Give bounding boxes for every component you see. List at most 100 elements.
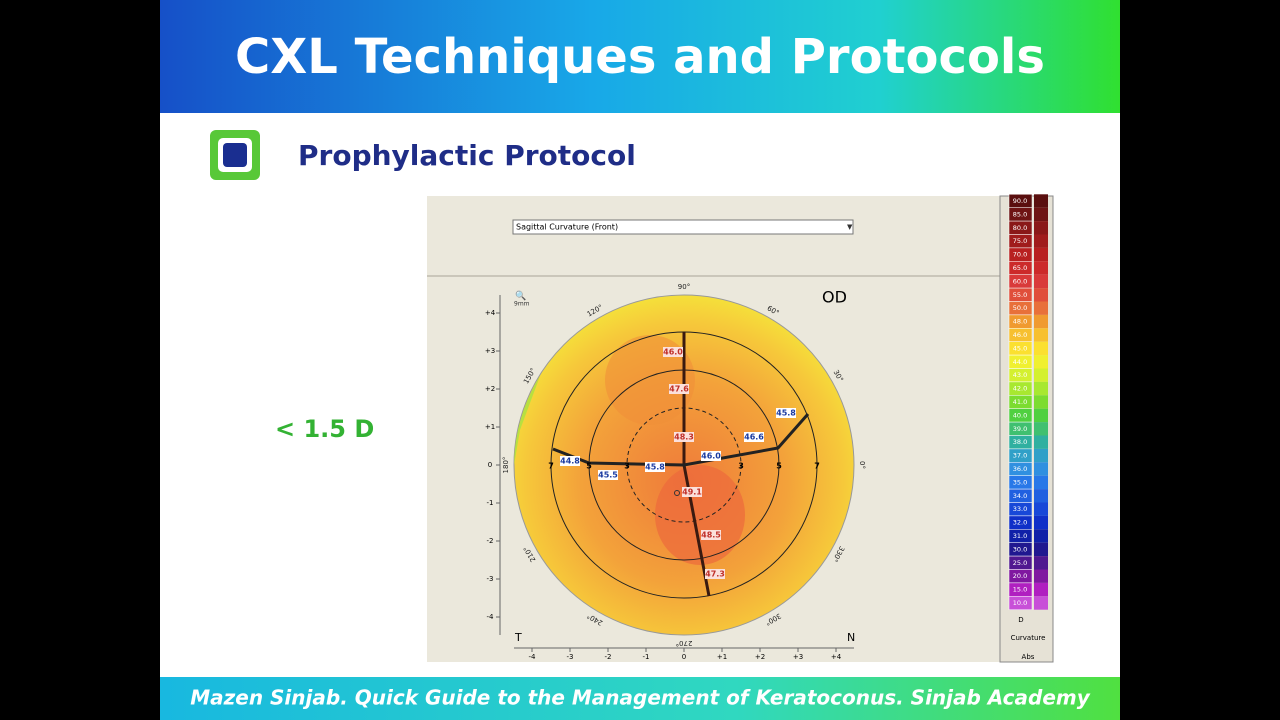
x-tick-label: +4	[831, 653, 842, 661]
scale-label: 36.0	[1013, 465, 1027, 473]
scale-bar	[1034, 328, 1048, 342]
scale-label: 40.0	[1013, 411, 1027, 419]
scale-bar	[1034, 422, 1048, 436]
ring-label: 5	[776, 462, 782, 471]
reading-bg	[663, 347, 683, 357]
zoom-icon: 🔍	[515, 290, 526, 302]
scale-bar	[1034, 314, 1048, 329]
slide-title: CXL Techniques and Protocols	[235, 29, 1045, 85]
scale-label: 44.0	[1013, 358, 1027, 366]
scale-label: 50.0	[1013, 304, 1027, 312]
scale-label: 70.0	[1013, 251, 1027, 259]
zone	[655, 465, 745, 565]
footer-bar	[160, 677, 1120, 720]
angle-label: 0°	[858, 461, 866, 469]
zoom: 9mm	[514, 301, 530, 308]
scale-label: 55.0	[1013, 291, 1027, 299]
dropdown-arrow: ▼	[847, 223, 853, 231]
eye: OD	[822, 288, 847, 307]
scale-bar	[1034, 247, 1048, 262]
scale-label: 33.0	[1013, 505, 1027, 513]
scale-mode: Abs	[1022, 653, 1035, 661]
reading: 46.0	[701, 452, 721, 461]
banner	[160, 0, 1120, 113]
dropdown[interactable]	[512, 219, 854, 235]
x-tick-label: -4	[529, 653, 537, 661]
scale-label: 30.0	[1013, 545, 1027, 553]
reading-bg	[669, 384, 689, 394]
scale-label: 35.0	[1013, 478, 1027, 486]
x-tick-label: -3	[567, 653, 574, 661]
scale-bar	[1034, 542, 1048, 557]
scale-label: 25.0	[1013, 559, 1027, 567]
scale-unit: D	[1018, 616, 1023, 624]
temporal: T	[514, 631, 522, 644]
scale-label: 32.0	[1013, 519, 1027, 527]
x-tick-label: +2	[755, 653, 765, 661]
scale-bar	[1034, 462, 1048, 476]
nasal: N	[847, 631, 855, 644]
scale-bar	[1034, 194, 1048, 208]
y-tick-label: -2	[487, 537, 494, 545]
scale-label: 48.0	[1013, 318, 1027, 326]
angle-label: 270°	[676, 639, 693, 647]
reading-bg	[744, 432, 764, 442]
zone	[605, 335, 695, 425]
reading-bg	[682, 487, 702, 497]
bullet-icon-core	[223, 143, 247, 167]
scale-label: 42.0	[1013, 385, 1027, 393]
reading-bg	[701, 530, 721, 540]
y-tick-label: -4	[487, 613, 495, 621]
scale-bar	[1034, 435, 1048, 449]
scale-label: 65.0	[1013, 264, 1027, 272]
scale-bar	[1034, 408, 1048, 423]
y-tick-label: +3	[485, 347, 495, 355]
reading: 45.5	[598, 471, 618, 480]
reading: 45.8	[645, 463, 665, 472]
note: < 1.5 D	[275, 415, 374, 443]
reading-bg	[645, 462, 665, 472]
scale-label: 60.0	[1013, 277, 1027, 285]
scale-bar	[1034, 502, 1048, 516]
scale-label: 85.0	[1013, 210, 1027, 218]
y-tick-label: +4	[485, 309, 496, 317]
scale-bar	[1034, 475, 1048, 490]
scale-bar	[1034, 355, 1048, 369]
reading-bg	[701, 451, 721, 461]
scale-label: 90.0	[1013, 197, 1027, 205]
ring-label: 7	[548, 462, 554, 471]
scale-label: 80.0	[1013, 224, 1027, 232]
scale-bar	[1034, 274, 1048, 289]
y-tick-label: -1	[487, 499, 494, 507]
scale-label: 10.0	[1013, 599, 1027, 607]
reading: 44.8	[560, 457, 580, 466]
scale-bar	[1034, 448, 1048, 463]
angle-label: 90°	[678, 283, 690, 291]
scale-label: 41.0	[1013, 398, 1027, 406]
scale-label: 34.0	[1013, 492, 1027, 500]
reading: 47.6	[669, 385, 689, 394]
scale-label: 38.0	[1013, 438, 1027, 446]
scale-label: 15.0	[1013, 586, 1027, 594]
angle-label: 180°	[502, 457, 510, 474]
scale-swatch	[1008, 596, 1033, 610]
scale-bar	[1034, 582, 1048, 597]
heading: Prophylactic Protocol	[298, 139, 636, 172]
scale-bar	[1034, 529, 1048, 543]
scale-bar	[1034, 368, 1048, 382]
reading: 47.3	[705, 570, 725, 579]
reading: 45.8	[776, 409, 796, 418]
scale-kind: Curvature	[1011, 634, 1046, 642]
scale-bar	[1034, 381, 1048, 396]
scale-label: 39.0	[1013, 425, 1027, 433]
reading: 48.5	[701, 531, 721, 540]
scale-bar	[1034, 234, 1048, 248]
scale-label: 20.0	[1013, 572, 1027, 580]
scale-bar	[1034, 515, 1048, 530]
y-tick-label: 0	[488, 461, 492, 469]
scale-bar	[1034, 301, 1048, 315]
scale-label: 46.0	[1013, 331, 1027, 339]
scale-label: 43.0	[1013, 371, 1027, 379]
